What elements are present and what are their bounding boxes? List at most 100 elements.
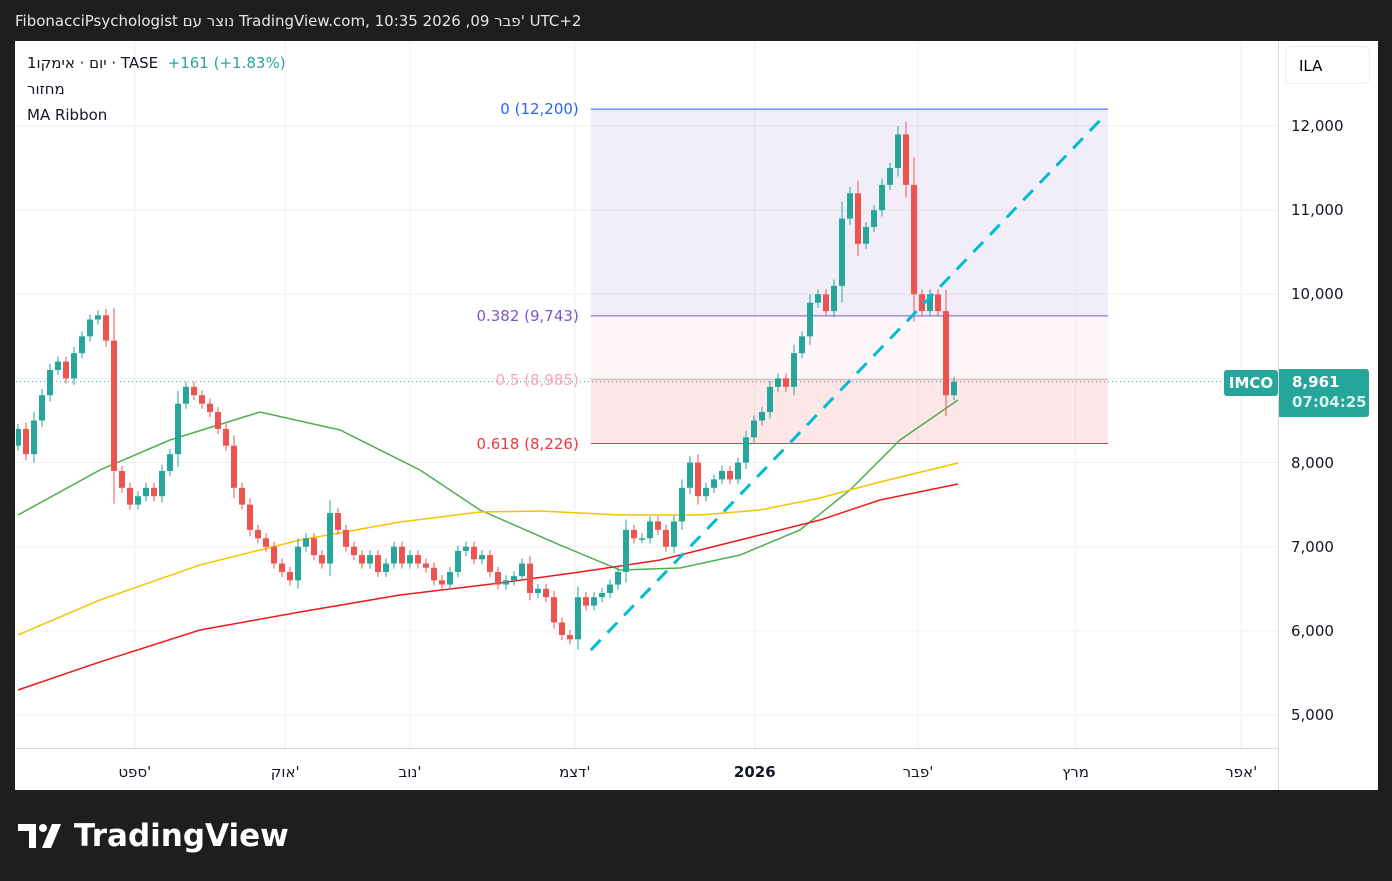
candle-body <box>927 294 933 312</box>
candle-body <box>255 529 261 539</box>
candle-body <box>223 428 229 446</box>
candle-body <box>935 294 941 312</box>
price-tick: 7,000 <box>1291 537 1334 556</box>
candle-body <box>199 395 205 404</box>
candle-body <box>743 437 749 463</box>
candle-body <box>47 370 53 396</box>
candle-body <box>631 529 637 539</box>
price-axis[interactable]: ILA 12,000 11,000 10,000 8,000 7,000 6,000 5,0… <box>1278 41 1378 790</box>
candle-body <box>543 588 549 598</box>
price-tick: 5,000 <box>1291 705 1334 724</box>
candle-body <box>295 546 301 581</box>
price-tick: 10,000 <box>1291 285 1344 304</box>
time-tick: דצמ' <box>559 763 591 781</box>
candle-body <box>447 571 453 585</box>
candle-body <box>16 428 21 446</box>
ma-line <box>17 399 959 571</box>
candle-body <box>263 538 269 547</box>
candle-body <box>519 563 525 577</box>
candle-body <box>807 302 813 337</box>
candle-body <box>87 319 93 337</box>
time-tick: נוב' <box>398 763 422 781</box>
price-change: +161 (+1.83%) <box>167 54 286 72</box>
candle-body <box>639 538 645 540</box>
candle-body <box>79 336 85 354</box>
time-tick: מרץ <box>1062 763 1089 781</box>
candle-body <box>727 470 733 480</box>
tradingview-logo-icon <box>18 824 61 848</box>
candle-body <box>911 184 917 295</box>
candle-body <box>863 226 869 244</box>
time-axis[interactable]: ספט' אוק' נוב' דצמ' 2026 פבר' מרץ אפר' <box>16 748 1278 791</box>
indicator-legend[interactable]: MA Ribbon <box>27 106 108 124</box>
candle-body <box>71 353 77 379</box>
candle-body <box>383 563 389 572</box>
candle-body <box>247 504 253 530</box>
candle-body <box>471 546 477 560</box>
candle-body <box>951 381 957 396</box>
candle-body <box>655 521 661 530</box>
candle-body <box>103 315 109 341</box>
fib-zone <box>590 379 1108 444</box>
candle-body <box>687 462 693 488</box>
candle-body <box>559 622 565 636</box>
candle-body <box>919 294 925 312</box>
candle-body <box>175 403 181 455</box>
candle-body <box>583 597 589 606</box>
candle-body <box>415 555 421 564</box>
candle-body <box>135 496 141 505</box>
price-tick: 12,000 <box>1291 117 1344 135</box>
candle-body <box>359 555 365 564</box>
candle-body <box>887 168 893 185</box>
candle-body <box>207 403 213 413</box>
symbol-name[interactable]: 1יום · אימקו · TASE <box>27 54 159 72</box>
candle-body <box>143 487 149 497</box>
fib-zone <box>590 315 1108 380</box>
candle-body <box>215 412 221 429</box>
candle-body <box>55 361 61 371</box>
candle-body <box>751 420 757 438</box>
symbol-legend: 1יום · אימקו · TASE +161 (+1.83%) <box>27 54 286 72</box>
candle-body <box>463 546 469 551</box>
trend-line <box>589 113 1107 652</box>
candle-body <box>511 576 517 581</box>
candle-body <box>711 479 717 488</box>
candle-body <box>287 571 293 581</box>
time-tick: ספט' <box>118 763 152 781</box>
candle-body <box>391 546 397 564</box>
candle-body <box>895 134 901 169</box>
candle-body <box>159 470 165 497</box>
price-tick: 11,000 <box>1291 201 1344 220</box>
price-tick: 8,000 <box>1291 453 1334 472</box>
chart-pane[interactable]: 1יום · אימקו · TASE +161 (+1.83%) מחזור … <box>16 42 1278 748</box>
candle-body <box>495 571 501 585</box>
ma-line <box>17 483 959 691</box>
currency-button[interactable]: ILA <box>1285 46 1370 84</box>
candle-body <box>623 529 629 572</box>
candle-body <box>351 546 357 556</box>
candle-body <box>567 635 573 640</box>
candle-body <box>815 294 821 303</box>
price-tick: 6,000 <box>1291 621 1334 640</box>
candle-body <box>663 529 669 547</box>
candle-body <box>151 487 157 497</box>
candle-body <box>903 134 909 185</box>
candle-body <box>63 361 69 379</box>
volume-legend[interactable]: מחזור <box>27 80 65 98</box>
fib-level-label: 0.618 (8,226) <box>476 434 579 453</box>
candle-body <box>335 513 341 530</box>
candle-body <box>719 470 725 480</box>
candle-body <box>839 218 845 286</box>
candle-body <box>343 529 349 547</box>
price-chart <box>16 42 1278 748</box>
tradingview-logo[interactable]: TradingView <box>18 818 289 854</box>
candle-body <box>775 378 781 387</box>
candle-body <box>847 193 853 219</box>
candle-body <box>119 470 125 488</box>
candle-body <box>535 588 541 593</box>
candle-body <box>831 285 837 312</box>
candle-body <box>879 184 885 211</box>
symbol-price-tag: IMCO <box>1224 370 1278 396</box>
candle-body <box>231 445 237 488</box>
candle-body <box>39 395 45 421</box>
